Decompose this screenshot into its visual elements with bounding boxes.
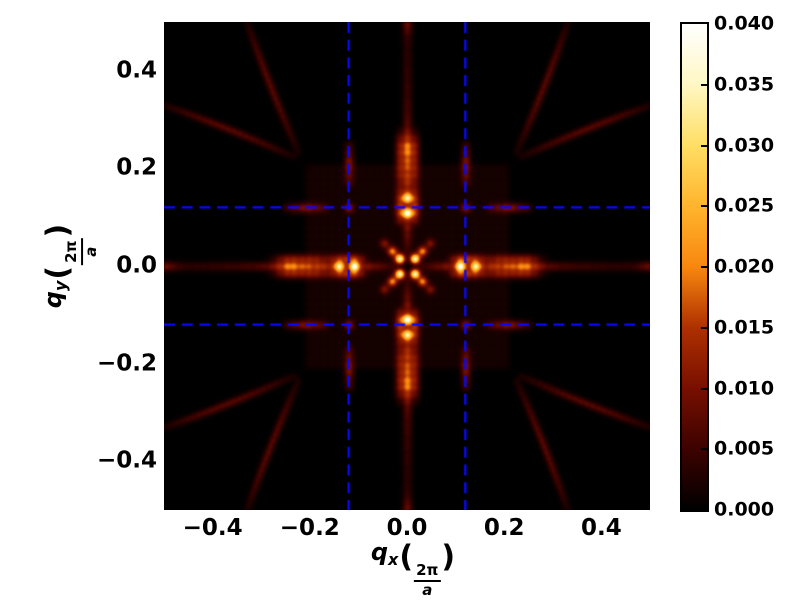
- open-paren: (: [40, 265, 76, 280]
- x-tick-label: 0.2: [483, 515, 525, 541]
- open-paren: (: [399, 539, 414, 575]
- colorbar-tick-label: 0.015: [714, 316, 775, 339]
- colorbar-tick-mark: [701, 266, 707, 268]
- y-tick-label: 0.0: [116, 252, 157, 279]
- fraction-2pi-over-a: 2π a: [414, 562, 441, 599]
- y-axis-symbol: q: [39, 291, 68, 309]
- colorbar-tick-label: 0.025: [714, 194, 775, 217]
- y-tick-label: 0.2: [116, 154, 157, 181]
- colorbar-tick-mark: [701, 448, 707, 451]
- colorbar-tick-label: 0.010: [714, 377, 775, 399]
- colorbar-tick-label: 0.030: [714, 134, 775, 156]
- colorbar-tick-label: 0.035: [714, 73, 775, 96]
- colorbar-tick-mark: [701, 144, 707, 147]
- colorbar-tick-label: 0.005: [714, 437, 775, 460]
- colorbar-tick-mark: [701, 205, 707, 208]
- y-tick-label: −0.2: [96, 350, 157, 377]
- colorbar-tick-label: 0.020: [714, 255, 775, 278]
- x-axis-label: qx(2π a): [371, 540, 455, 598]
- x-tick-label: −0.2: [279, 515, 340, 541]
- fraction-numerator: 2π: [414, 562, 441, 582]
- close-paren: ): [441, 539, 456, 575]
- x-tick-label: 0.0: [386, 515, 428, 541]
- y-axis-label: qy(2π a): [39, 223, 100, 309]
- colorbar-tick-mark: [701, 387, 707, 390]
- y-tick-label: −0.4: [96, 447, 157, 474]
- colorbar-tick-mark: [701, 83, 707, 86]
- x-tick-label: −0.4: [182, 515, 243, 541]
- fraction-denominator: a: [81, 246, 100, 257]
- colorbar-tick-label: 0.040: [714, 12, 775, 35]
- colorbar-tick-label: 0.000: [714, 498, 775, 521]
- y-axis-subscript: y: [50, 280, 70, 291]
- fraction-2pi-over-a: 2π a: [62, 238, 100, 265]
- fraction-denominator: a: [422, 580, 433, 599]
- heatmap-canvas: [164, 22, 650, 510]
- x-axis-symbol: q: [370, 538, 389, 566]
- y-tick-label: 0.4: [116, 57, 157, 84]
- close-paren: ): [40, 223, 76, 238]
- x-tick-label: 0.4: [581, 515, 622, 541]
- colorbar-tick-mark: [701, 326, 707, 329]
- x-axis-subscript: x: [388, 549, 399, 569]
- fraction-numerator: 2π: [62, 238, 83, 265]
